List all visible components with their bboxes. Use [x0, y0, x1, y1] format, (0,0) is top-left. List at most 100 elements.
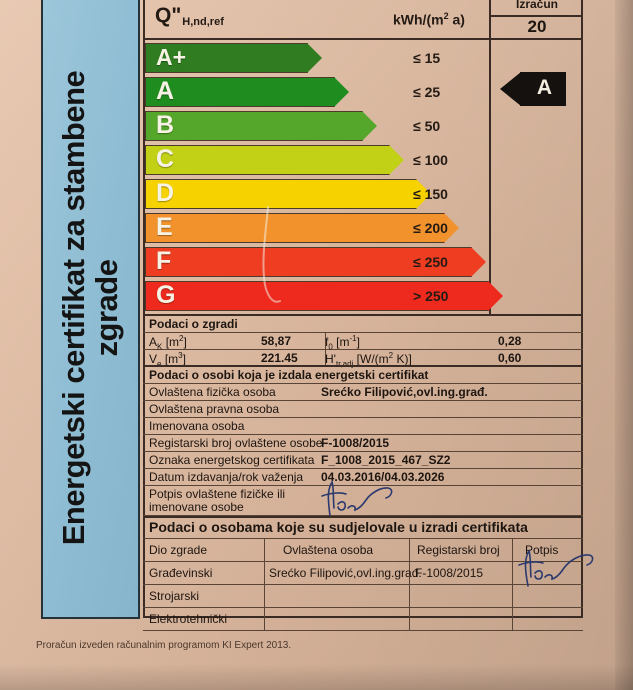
- bar-arrow-tip: [471, 247, 486, 277]
- table-row: Datum izdavanja/rok važenja 04.03.2016/0…: [143, 469, 583, 486]
- table-row: Oznaka energetskog certifikata F_1008_20…: [143, 452, 583, 469]
- bar-arrow-tip: [389, 145, 404, 175]
- result-value: 20: [527, 17, 547, 36]
- column-divider: [264, 562, 265, 584]
- certificate-title-band: Energetski certifikat za stambene zgrade: [41, 0, 140, 619]
- area-unit-exp: 2: [179, 334, 184, 343]
- column-divider: [264, 608, 265, 630]
- bar-arrow-tip: [416, 179, 431, 209]
- column-divider: [264, 585, 265, 607]
- authorized-person-label: Ovlaštena fizička osoba: [149, 385, 276, 399]
- table-row: AK [m2] 58,87 f0 [m-1] 0,28: [143, 333, 583, 351]
- row-part-name: Elektrotehnički: [149, 612, 228, 626]
- volume-unit-end: ]: [182, 352, 186, 366]
- authorized-company-label: Ovlaštena pravna osoba: [149, 402, 280, 416]
- table-row: Ovlaštena pravna osoba: [143, 401, 583, 418]
- transmission-loss-symbol: H': [325, 352, 336, 366]
- transmission-loss-unit-exp: 2: [388, 351, 394, 360]
- shape-factor-unit-end: ]: [356, 335, 360, 349]
- issuer-section-title: Podaci o osobi koja je izdala energetski…: [149, 368, 429, 382]
- bar-class-letter: G: [156, 281, 176, 309]
- area-label: AK [m2]: [149, 334, 187, 351]
- energy-class-badge: A: [500, 72, 566, 106]
- column-divider: [512, 608, 513, 630]
- bar-class-letter: B: [156, 111, 175, 139]
- appointed-person-label: Imenovana osoba: [149, 419, 245, 433]
- column-header-reg-no: Registarski broj: [417, 543, 500, 557]
- bar-class-letter: D: [156, 179, 175, 207]
- table-row: Imenovana osoba: [143, 418, 583, 435]
- bar-class-letter: C: [156, 145, 175, 173]
- transmission-loss-subscript: tr,adj: [335, 359, 354, 369]
- issue-expiry-date-label: Datum izdavanja/rok važenja: [149, 470, 304, 484]
- energy-class-bar-row: A+ ≤ 15: [145, 42, 489, 74]
- building-data-section-title-row: Podaci o zgradi: [143, 316, 583, 333]
- area-unit-end: ]: [183, 335, 187, 349]
- indicator-label: Q"H,nd,ref: [155, 4, 224, 28]
- energy-class-bar-row: C ≤ 100: [145, 144, 489, 176]
- shape-factor-label: f0 [m-1]: [325, 334, 360, 351]
- bar-threshold-label: ≤ 25: [413, 84, 441, 100]
- area-symbol: A: [149, 335, 158, 349]
- bar-threshold-label: > 250: [413, 288, 449, 304]
- result-column-vertical-rule: [489, 40, 491, 314]
- table-row: Elektrotehnički: [143, 608, 583, 631]
- shape-factor-unit: [m: [336, 335, 350, 349]
- table-row: Strojarski: [143, 585, 583, 608]
- column-divider: [409, 608, 410, 630]
- bar-class-letter: E: [156, 213, 173, 241]
- table-row: Građevinski Srećko Filipović,ovl.ing.gra…: [143, 549, 594, 587]
- energy-class-bar-b: B: [145, 111, 377, 141]
- signature-label-line-1: Potpis ovlaštene fizičke ili: [149, 487, 286, 501]
- energy-class-bar-g: G: [145, 281, 503, 311]
- energy-class-bar-row: F ≤ 250: [145, 246, 489, 278]
- bar-threshold-label: ≤ 50: [413, 118, 441, 134]
- column-header-signature: Potpis: [525, 543, 559, 557]
- indicator-subscript: H,nd,ref: [182, 16, 224, 28]
- signature-label-line-2: imenovane osobe: [149, 500, 244, 514]
- energy-class-chart: A+ ≤ 15 A ≤ 25 B ≤ 50 C ≤ 100 D ≤ 150 E ≤ 200 F ≤ 250…: [145, 42, 503, 314]
- column-divider: [512, 562, 513, 584]
- paper-edge-bottom: [0, 664, 633, 690]
- volume-symbol: V: [149, 352, 158, 366]
- badge-letter: A: [536, 76, 552, 99]
- column-header-person: Ovlaštena osoba: [283, 543, 374, 557]
- paper-edge-right: [615, 0, 633, 690]
- bar-arrow-tip: [334, 77, 349, 107]
- column-header-part: Dio zgrade: [149, 543, 208, 557]
- row-person-name: Srećko Filipović,ovl.ing.građ.: [269, 566, 422, 580]
- energy-class-bar-row: G > 250: [145, 280, 503, 312]
- badge-body: [520, 72, 566, 106]
- row-divider: [325, 333, 326, 349]
- bar-arrow-tip: [444, 213, 459, 243]
- column-divider: [512, 585, 513, 607]
- certificate-code-value: F_1008_2015_467_SZ2: [321, 453, 451, 467]
- shape-factor-value: 0,28: [498, 334, 522, 348]
- transmission-loss-label: H'tr,adj [W/(m2 K)]: [325, 351, 412, 368]
- unit-prefix: kWh/(m: [393, 11, 444, 28]
- unit-suffix: a): [448, 11, 465, 28]
- certificate-title-text: Energetski certifikat za stambene zgrade: [56, 3, 124, 613]
- authorized-person-value: Srećko Filipović,ovl.ing.građ.: [321, 385, 488, 399]
- certificate-frame: [143, 0, 583, 618]
- column-divider: [409, 585, 410, 607]
- shape-factor-unit-exp: -1: [349, 334, 357, 343]
- energy-class-bar-row: D ≤ 150: [145, 178, 489, 210]
- transmission-loss-value: 0,60: [498, 351, 522, 365]
- energy-class-bar-c: C: [145, 145, 404, 175]
- bar-class-letter: A+: [156, 44, 187, 71]
- issuer-section-title-row: Podaci o osobi koja je izdala energetski…: [143, 367, 583, 384]
- bar-class-letter: F: [156, 247, 172, 275]
- unit-label: kWh/(m2 a): [393, 11, 465, 28]
- bar-arrow-tip: [307, 43, 322, 73]
- transmission-loss-unit: [W/(m: [356, 352, 389, 366]
- issuer-data-table: Podaci o osobi koja je izdala energetski…: [143, 365, 583, 517]
- energy-class-bar-aplus: A+: [145, 43, 322, 73]
- building-data-section-title: Podaci o zgradi: [149, 317, 238, 331]
- column-divider: [409, 562, 410, 584]
- energy-class-bar-row: B ≤ 50: [145, 110, 489, 142]
- bar-threshold-label: ≤ 15: [413, 50, 441, 66]
- energy-class-bar-f: F: [145, 247, 486, 277]
- certificate-title-line-2: zgrade: [88, 259, 124, 357]
- energy-class-bar-d: D: [145, 179, 431, 209]
